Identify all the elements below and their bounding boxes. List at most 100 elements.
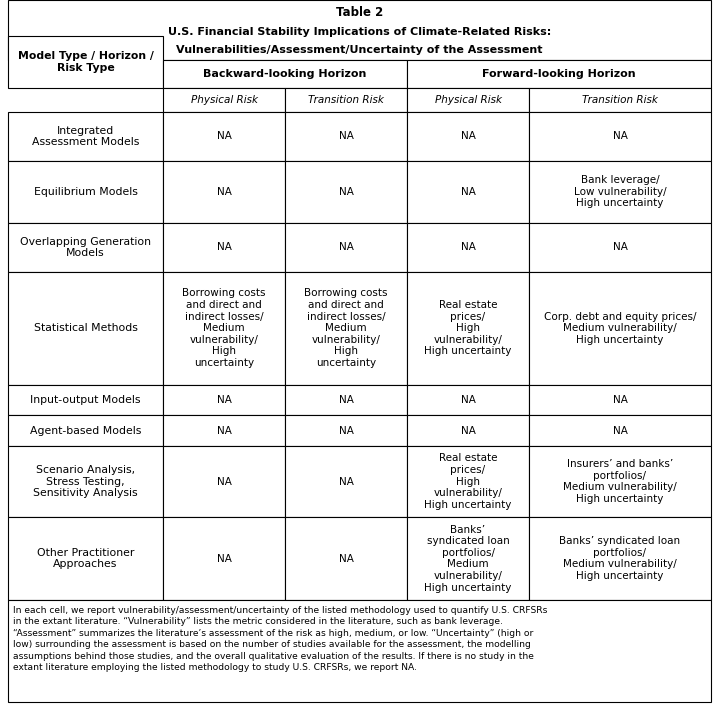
Text: Equilibrium Models: Equilibrium Models <box>34 187 137 197</box>
Bar <box>285 161 407 223</box>
Bar <box>407 223 529 272</box>
Text: Other Practitioner
Approaches: Other Practitioner Approaches <box>37 548 134 570</box>
Text: NA: NA <box>461 131 475 141</box>
Text: NA: NA <box>339 242 354 252</box>
Bar <box>163 112 285 161</box>
Bar <box>407 112 529 161</box>
Bar <box>285 223 407 272</box>
Bar <box>285 88 407 112</box>
Text: Table 2: Table 2 <box>336 6 383 20</box>
Bar <box>163 517 285 600</box>
Bar <box>407 385 529 415</box>
Bar <box>8 112 163 161</box>
Text: NA: NA <box>339 187 354 197</box>
Text: U.S. Financial Stability Implications of Climate-Related Risks:: U.S. Financial Stability Implications of… <box>168 27 551 37</box>
Bar <box>163 272 285 385</box>
Text: NA: NA <box>461 395 475 405</box>
Text: NA: NA <box>461 242 475 252</box>
Text: Model Type / Horizon /
Risk Type: Model Type / Horizon / Risk Type <box>17 51 153 73</box>
Bar <box>529 415 711 446</box>
Bar <box>8 161 163 223</box>
Bar <box>529 112 711 161</box>
Text: In each cell, we report vulnerability/assessment/uncertainty of the listed metho: In each cell, we report vulnerability/as… <box>13 606 547 672</box>
Text: Bank leverage/
Low vulnerability/
High uncertainty: Bank leverage/ Low vulnerability/ High u… <box>574 175 667 208</box>
Text: Physical Risk: Physical Risk <box>191 95 257 105</box>
Bar <box>8 517 163 600</box>
Text: Vulnerabilities/Assessment/Uncertainty of the Assessment: Vulnerabilities/Assessment/Uncertainty o… <box>176 45 543 55</box>
Bar <box>163 446 285 517</box>
Bar <box>285 272 407 385</box>
Text: NA: NA <box>216 395 232 405</box>
Text: NA: NA <box>613 131 628 141</box>
Text: Real estate
prices/
High
vulnerability/
High uncertainty: Real estate prices/ High vulnerability/ … <box>424 300 512 357</box>
Text: NA: NA <box>339 554 354 563</box>
Bar <box>529 223 711 272</box>
Text: Insurers’ and banks’
portfolios/
Medium vulnerability/
High uncertainty: Insurers’ and banks’ portfolios/ Medium … <box>563 460 677 504</box>
Bar <box>407 88 529 112</box>
Bar <box>8 223 163 272</box>
Bar <box>8 385 163 415</box>
Text: Borrowing costs
and direct and
indirect losses/
Medium
vulnerability/
High
uncer: Borrowing costs and direct and indirect … <box>182 289 266 368</box>
Text: NA: NA <box>461 187 475 197</box>
Text: Backward-looking Horizon: Backward-looking Horizon <box>203 69 367 79</box>
Text: Input-output Models: Input-output Models <box>30 395 141 405</box>
Text: NA: NA <box>216 477 232 486</box>
Text: Statistical Methods: Statistical Methods <box>34 323 137 333</box>
Bar <box>529 88 711 112</box>
Text: Transition Risk: Transition Risk <box>582 95 658 105</box>
Text: NA: NA <box>613 395 628 405</box>
Text: NA: NA <box>339 131 354 141</box>
Bar <box>163 60 407 88</box>
Text: Agent-based Models: Agent-based Models <box>29 426 141 436</box>
Bar <box>407 446 529 517</box>
Bar <box>8 415 163 446</box>
Bar <box>285 517 407 600</box>
Bar <box>407 161 529 223</box>
Text: Borrowing costs
and direct and
indirect losses/
Medium
vulnerability/
High
uncer: Borrowing costs and direct and indirect … <box>304 289 388 368</box>
Bar <box>8 272 163 385</box>
Bar <box>529 517 711 600</box>
Bar <box>407 272 529 385</box>
Text: NA: NA <box>216 187 232 197</box>
Bar <box>285 385 407 415</box>
Bar <box>407 60 711 88</box>
Text: NA: NA <box>216 242 232 252</box>
Bar <box>163 385 285 415</box>
Text: Physical Risk: Physical Risk <box>434 95 501 105</box>
Bar <box>163 223 285 272</box>
Bar <box>285 112 407 161</box>
Text: Transition Risk: Transition Risk <box>308 95 384 105</box>
Text: Corp. debt and equity prices/
Medium vulnerability/
High uncertainty: Corp. debt and equity prices/ Medium vul… <box>544 311 696 345</box>
Text: Forward-looking Horizon: Forward-looking Horizon <box>482 69 636 79</box>
Bar <box>163 88 285 112</box>
Bar <box>8 446 163 517</box>
Text: NA: NA <box>613 426 628 436</box>
Bar <box>529 272 711 385</box>
Text: NA: NA <box>339 426 354 436</box>
Text: Integrated
Assessment Models: Integrated Assessment Models <box>32 126 139 147</box>
Bar <box>529 161 711 223</box>
Bar <box>407 517 529 600</box>
Text: NA: NA <box>461 426 475 436</box>
Text: Real estate
prices/
High
vulnerability/
High uncertainty: Real estate prices/ High vulnerability/ … <box>424 453 512 510</box>
Bar <box>285 415 407 446</box>
Bar <box>8 0 711 60</box>
Text: NA: NA <box>613 242 628 252</box>
Text: Banks’
syndicated loan
portfolios/
Medium
vulnerability/
High uncertainty: Banks’ syndicated loan portfolios/ Mediu… <box>424 525 512 592</box>
Bar <box>407 415 529 446</box>
Text: Scenario Analysis,
Stress Testing,
Sensitivity Analysis: Scenario Analysis, Stress Testing, Sensi… <box>33 465 138 498</box>
Text: Overlapping Generation
Models: Overlapping Generation Models <box>20 237 151 258</box>
Text: Banks’ syndicated loan
portfolios/
Medium vulnerability/
High uncertainty: Banks’ syndicated loan portfolios/ Mediu… <box>559 537 681 581</box>
Text: NA: NA <box>339 477 354 486</box>
Bar <box>163 161 285 223</box>
Bar <box>529 446 711 517</box>
Bar <box>529 385 711 415</box>
Bar <box>8 36 163 88</box>
Bar <box>8 600 711 702</box>
Bar <box>285 446 407 517</box>
Text: NA: NA <box>216 426 232 436</box>
Text: NA: NA <box>216 554 232 563</box>
Text: NA: NA <box>216 131 232 141</box>
Bar <box>163 415 285 446</box>
Text: NA: NA <box>339 395 354 405</box>
